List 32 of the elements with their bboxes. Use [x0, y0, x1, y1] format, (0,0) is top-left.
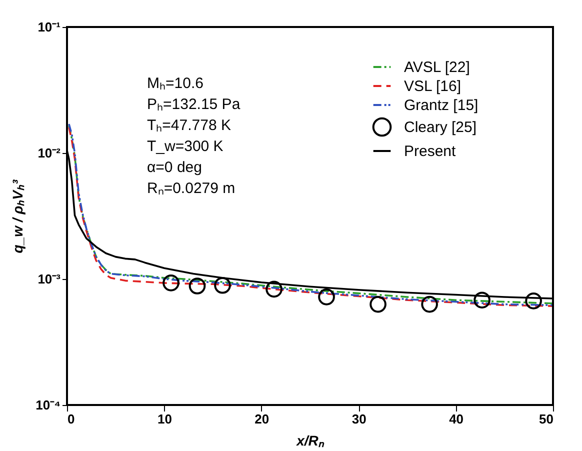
point: [266, 280, 282, 298]
point: [421, 296, 438, 313]
x-tick-label: 30: [352, 412, 366, 426]
annotation: Mₕ=10.6: [147, 75, 204, 92]
point: [214, 276, 231, 294]
point: [318, 288, 335, 306]
y-tick-label: 10⁻¹: [38, 20, 60, 34]
x-tick-label: 10: [157, 412, 172, 426]
x-tick-label: 20: [254, 412, 270, 426]
legend-label: VSL [16]: [404, 78, 461, 95]
point: [162, 274, 180, 292]
point: [474, 292, 490, 309]
annotation: T_w=300 K: [147, 138, 224, 155]
x-tick-label: 40: [449, 412, 464, 426]
x-tick-label: 0: [68, 412, 75, 426]
y-axis-title: q_w / ρₕVₕ³: [10, 179, 26, 254]
point: [525, 292, 542, 310]
annotation: Tₕ=47.778 K: [147, 117, 231, 134]
x-axis-title: x/Rₙ: [296, 432, 324, 448]
point: [370, 296, 386, 313]
legend-label: Grantz [15]: [404, 97, 478, 114]
legend-label: Present: [404, 143, 457, 160]
annotation: Pₕ=132.15 Pa: [147, 96, 241, 113]
point: [188, 278, 206, 294]
y-tick-label: 10⁻⁴: [36, 398, 60, 412]
x-tick-label: 50: [539, 412, 554, 426]
legend-label: AVSL [22]: [404, 59, 470, 76]
y-tick-label: 10⁻³: [38, 272, 62, 286]
y-tick-label: 10⁻²: [38, 146, 62, 160]
annotation: α=0 deg: [147, 159, 202, 176]
annotation: Rₙ=0.0279 m: [147, 180, 236, 197]
legend-label: Cleary [25]: [404, 119, 477, 136]
